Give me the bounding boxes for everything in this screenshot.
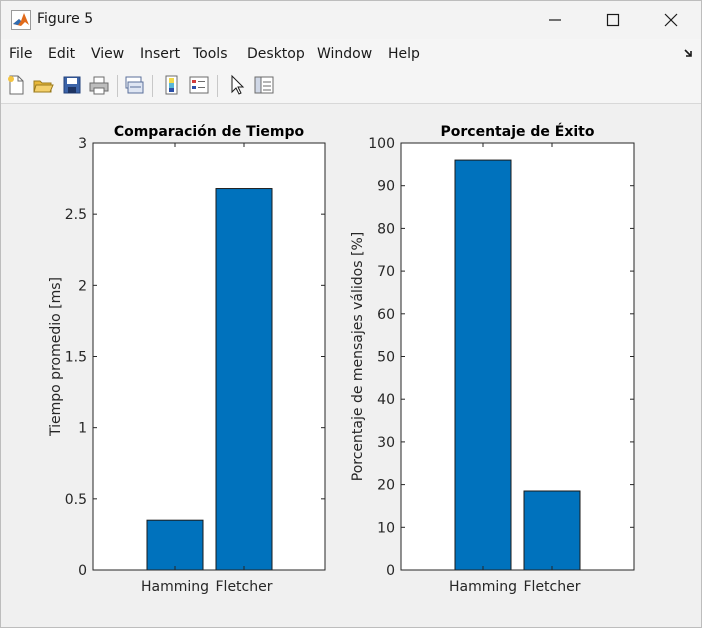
y-tick-label: 10	[377, 520, 395, 536]
maximize-button[interactable]	[584, 1, 642, 39]
bar-fletcher	[215, 188, 273, 571]
bar-hamming	[454, 159, 512, 571]
menu-tools[interactable]: Tools	[193, 46, 228, 62]
menu-edit[interactable]: Edit	[48, 46, 76, 62]
y-tick-label: 3	[78, 136, 87, 152]
y-tick-label: 0	[386, 563, 395, 579]
y-tick-label: 30	[377, 435, 395, 451]
x-tick-label: Fletcher	[524, 579, 581, 595]
y-axis-label: Tiempo promedio [ms]	[48, 277, 64, 437]
legend-icon[interactable]	[188, 74, 210, 96]
dock-arrow-icon[interactable]	[683, 47, 695, 59]
y-tick-label: 70	[377, 264, 395, 280]
y-axis-label: Porcentaje de mensajes válidos [%]	[350, 232, 366, 481]
y-tick-label: 90	[377, 179, 395, 195]
minimize-icon	[549, 19, 561, 21]
bar-hamming	[146, 519, 204, 571]
toolbar-separator	[117, 75, 118, 97]
close-icon	[664, 13, 678, 27]
link-plot-icon[interactable]	[123, 74, 145, 96]
x-tick-label: Hamming	[141, 579, 209, 595]
matlab-logo-icon	[11, 10, 31, 30]
new-figure-icon[interactable]	[5, 74, 27, 96]
menu-insert[interactable]: Insert	[140, 46, 181, 62]
y-tick-label: 2.5	[65, 207, 87, 223]
bar-fletcher	[523, 490, 581, 571]
y-tick-label: 1	[78, 421, 87, 437]
toolbar-separator	[152, 75, 153, 97]
axes-2: 0 10 20 30 40 50 60 70 80 90 100 Hamming Fletcher Por…	[350, 123, 635, 595]
maximize-icon	[606, 13, 620, 27]
y-tick-label: 50	[377, 350, 395, 366]
open-icon[interactable]	[32, 74, 54, 96]
y-tick-label: 2	[78, 278, 87, 294]
x-tick-label: Hamming	[449, 579, 517, 595]
y-tick-label: 100	[368, 136, 395, 152]
menu-help[interactable]: Help	[388, 46, 420, 62]
y-tick-label: 1.5	[65, 350, 87, 366]
title-bar: Figure 5	[1, 1, 701, 39]
y-tick-label: 20	[377, 478, 395, 494]
menu-desktop[interactable]: Desktop	[247, 46, 305, 62]
y-tick-label: 0	[78, 563, 87, 579]
figure-canvas: 0 0.5 1 1.5 2 2.5 3 Hamming Fletcher Comparación …	[48, 123, 635, 595]
y-tick-label: 60	[377, 307, 395, 323]
menu-view[interactable]: View	[91, 46, 125, 62]
chart-title: Comparación de Tiempo	[114, 124, 305, 140]
chart-title: Porcentaje de Éxito	[441, 123, 595, 140]
menu-bar: File Edit View Insert Tools Desktop Wind…	[1, 39, 701, 69]
toolbar	[1, 69, 701, 104]
x-tick-label: Fletcher	[216, 579, 273, 595]
axes-1: 0 0.5 1 1.5 2 2.5 3 Hamming Fletcher Comparación …	[48, 124, 326, 595]
plot-background	[401, 143, 634, 570]
colorbar-icon[interactable]	[161, 74, 183, 96]
y-tick-label: 80	[377, 221, 395, 237]
y-tick-label: 40	[377, 392, 395, 408]
close-button[interactable]	[642, 1, 700, 39]
y-tick-label: 0.5	[65, 492, 87, 508]
save-icon[interactable]	[61, 74, 83, 96]
menu-file[interactable]: File	[9, 46, 33, 62]
minimize-button[interactable]	[526, 1, 584, 39]
property-inspector-icon[interactable]	[253, 74, 275, 96]
plot-background	[93, 143, 325, 570]
pointer-icon[interactable]	[226, 74, 248, 96]
window-title: Figure 5	[37, 11, 94, 27]
toolbar-separator	[217, 75, 218, 97]
print-icon[interactable]	[88, 74, 110, 96]
menu-window[interactable]: Window	[317, 46, 373, 62]
